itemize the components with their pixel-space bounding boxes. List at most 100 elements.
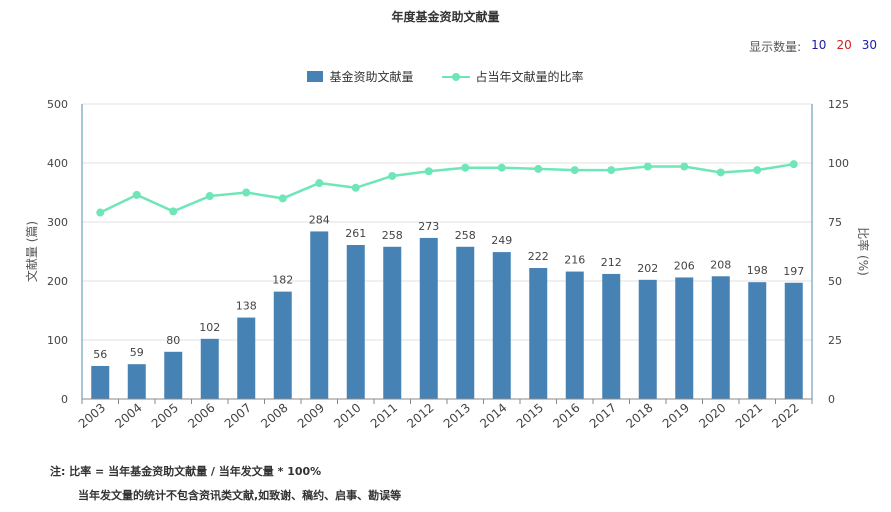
x-tick-label: 2022 (769, 401, 801, 431)
ratio-point (278, 194, 287, 203)
bar-value-label: 216 (564, 254, 585, 267)
bar-value-label: 206 (674, 259, 695, 272)
bar-value-label: 202 (637, 262, 658, 275)
bar-value-label: 59 (130, 346, 144, 359)
y-tick-label: 200 (47, 275, 68, 288)
ratio-point (388, 171, 397, 180)
ratio-point (424, 167, 433, 176)
ratio-point (789, 160, 798, 169)
bar-value-label: 182 (272, 274, 293, 287)
bar-value-label: 222 (528, 250, 549, 263)
x-tick-label: 2021 (733, 401, 765, 431)
y2-tick-label: 50 (828, 275, 842, 288)
bar (529, 268, 548, 399)
bar (492, 252, 511, 399)
ratio-line (99, 162, 794, 214)
display-count-option-10[interactable]: 10 (811, 38, 827, 52)
legend-line-label: 占当年文献量的比率 (475, 70, 584, 84)
bar (383, 246, 402, 399)
ratio-point (315, 179, 324, 188)
bar (456, 246, 475, 399)
y2-axis-title: 比率 (%) (856, 227, 871, 276)
bar-value-label: 80 (166, 334, 180, 347)
legend-item-bar[interactable]: 基金资助文献量 (307, 68, 414, 85)
bar (638, 279, 657, 399)
bar (273, 291, 292, 399)
bar (675, 277, 694, 399)
bar-value-label: 56 (93, 348, 107, 361)
y-axis-title: 文献量 (篇) (24, 221, 39, 282)
ratio-point (242, 188, 251, 197)
legend-item-line[interactable]: 占当年文献量的比率 (441, 68, 584, 85)
bar (91, 365, 110, 399)
x-tick-label: 2019 (660, 401, 692, 431)
ratio-point (753, 166, 762, 175)
y-tick-label: 400 (47, 157, 68, 170)
x-tick-label: 2011 (368, 401, 400, 431)
ratio-point (716, 168, 725, 177)
ratio-point (132, 190, 141, 199)
y2-tick-label: 100 (828, 157, 849, 170)
y-tick-label: 0 (61, 393, 68, 406)
display-count-option-30[interactable]: 30 (861, 38, 877, 52)
ratio-point (96, 208, 105, 217)
y2-tick-label: 125 (828, 98, 849, 111)
ratio-point (497, 163, 506, 172)
x-tick-label: 2012 (404, 401, 436, 431)
bar-value-label: 258 (455, 229, 476, 242)
bar-value-label: 212 (601, 256, 622, 269)
bar (310, 231, 329, 399)
x-tick-label: 2004 (112, 401, 144, 431)
x-tick-label: 2007 (222, 401, 254, 431)
x-tick-label: 2008 (258, 401, 290, 431)
legend-line-swatch (441, 72, 470, 81)
y2-tick-label: 0 (828, 393, 835, 406)
ratio-point (570, 166, 579, 175)
x-tick-label: 2005 (149, 401, 181, 431)
ratio-point (607, 166, 616, 175)
bar-value-label: 258 (382, 229, 403, 242)
y-tick-label: 100 (47, 334, 68, 347)
x-tick-label: 2020 (696, 401, 728, 431)
bar-value-label: 261 (345, 227, 366, 240)
x-tick-label: 2016 (550, 401, 582, 431)
x-tick-label: 2013 (441, 401, 473, 431)
chart-legend: 基金资助文献量 占当年文献量的比率 (0, 68, 891, 85)
legend-bar-label: 基金资助文献量 (329, 70, 414, 84)
bar (602, 273, 621, 399)
display-count-selector: 显示数量: 10 20 30 (749, 38, 877, 55)
bar (346, 245, 365, 399)
bar (200, 338, 219, 399)
ratio-point (351, 183, 360, 192)
chart-title: 年度基金资助文献量 (391, 10, 500, 24)
chart-notes: 注: 比率 = 当年基金资助文献量 / 当年发文量 * 100% 当年发文量的统… (50, 460, 401, 508)
bar-value-label: 197 (783, 265, 804, 278)
ratio-point (205, 192, 214, 201)
chart-svg: 0 100 200 300 400 500 0 25 50 75 100 125 文献量 (篇) 比率 (… (24, 98, 871, 431)
x-tick-label: 2010 (331, 401, 363, 431)
bar (127, 364, 146, 399)
bar (711, 276, 730, 399)
bar-value-label: 273 (418, 220, 439, 233)
y2-tick-label: 25 (828, 334, 842, 347)
x-tick-label: 2009 (295, 401, 327, 431)
y-tick-label: 300 (47, 216, 68, 229)
bar (565, 271, 584, 399)
x-tick-label: 2006 (185, 401, 217, 431)
bar (237, 317, 256, 399)
x-tick-label: 2017 (587, 401, 619, 431)
note-ratio-formula: 注: 比率 = 当年基金资助文献量 / 当年发文量 * 100% (50, 465, 322, 478)
ratio-point (169, 207, 178, 216)
display-count-option-20[interactable]: 20 (836, 38, 852, 52)
ratio-point (643, 162, 652, 171)
x-tick-label: 2018 (623, 401, 655, 431)
bar (164, 351, 183, 399)
y2-tick-label: 75 (828, 216, 842, 229)
x-tick-label: 2015 (514, 401, 546, 431)
bar-value-label: 249 (491, 234, 512, 247)
ratio-point (461, 163, 470, 172)
ratio-point (534, 164, 543, 173)
note-exclusion: 当年发文量的统计不包含资讯类文献,如致谢、稿约、启事、勘误等 (78, 489, 402, 502)
bar-value-label: 138 (236, 300, 257, 313)
ratio-point (680, 162, 689, 171)
